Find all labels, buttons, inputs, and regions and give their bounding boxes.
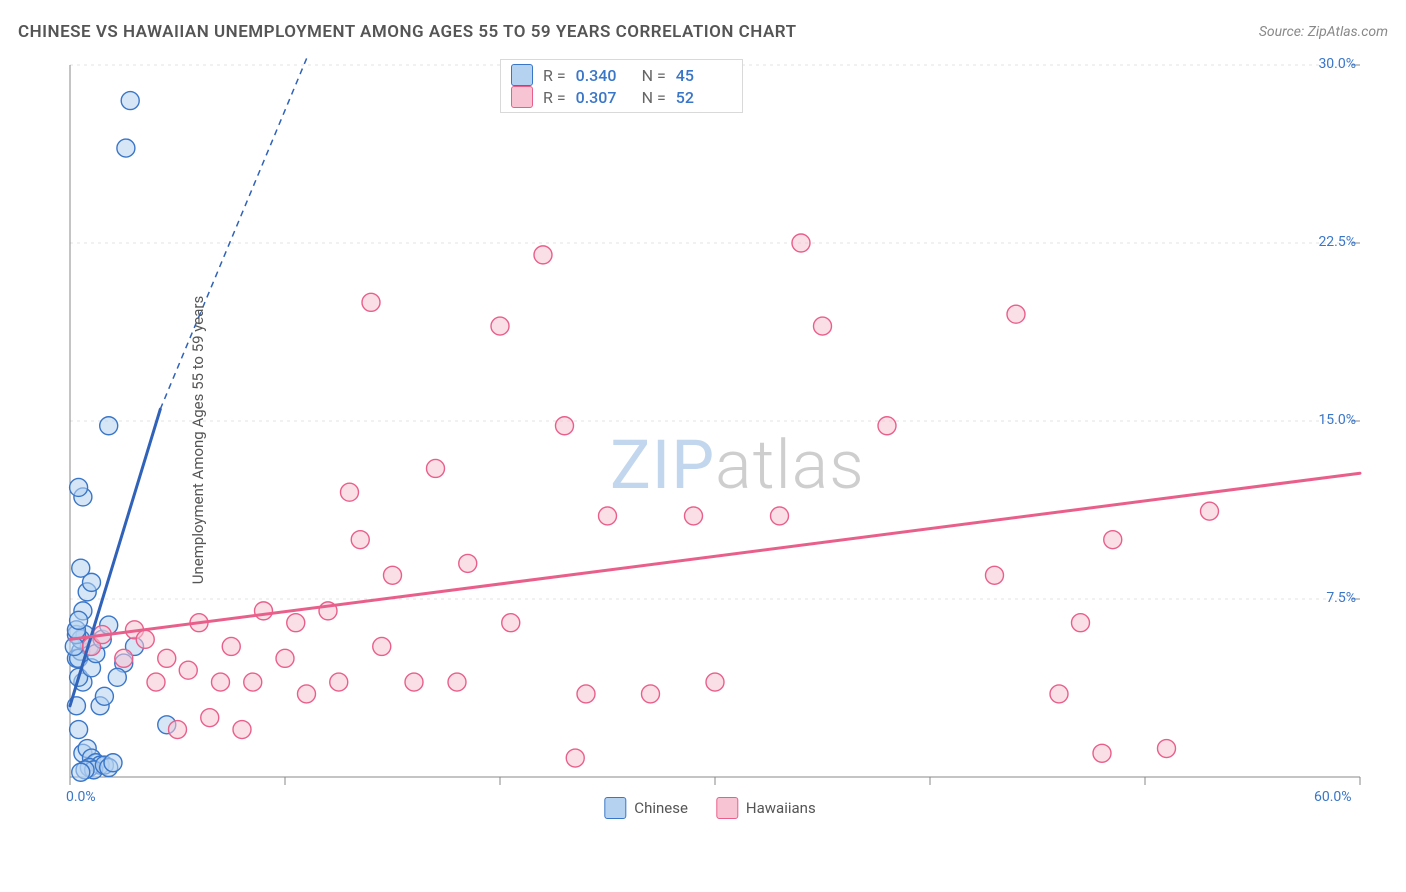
x-tick-label: 60.0% <box>1314 789 1352 805</box>
legend-swatch <box>511 64 533 86</box>
legend-r-value: 0.307 <box>576 88 632 107</box>
y-tick-label: 22.5% <box>1310 234 1356 250</box>
scatter-chart-svg <box>50 55 1370 825</box>
legend-corr-row: R = 0.340 N = 45 <box>511 64 732 86</box>
series-legend: Chinese Hawaiians <box>604 797 815 819</box>
y-tick-label: 30.0% <box>1310 56 1356 72</box>
chart-plot-area: Unemployment Among Ages 55 to 59 years Z… <box>50 55 1370 825</box>
correlation-legend: R = 0.340 N = 45 R = 0.307 N = 52 <box>500 59 743 113</box>
legend-corr-row: R = 0.307 N = 52 <box>511 86 732 108</box>
y-tick-label: 7.5% <box>1310 590 1356 606</box>
legend-swatch <box>604 797 626 819</box>
legend-swatch <box>716 797 738 819</box>
legend-r-label: R = <box>543 88 566 107</box>
legend-n-value: 45 <box>676 66 732 85</box>
legend-item-label: Chinese <box>634 799 688 817</box>
source-label: Source: ZipAtlas.com <box>1259 24 1388 40</box>
legend-item: Hawaiians <box>716 797 816 819</box>
y-tick-label: 15.0% <box>1310 412 1356 428</box>
legend-r-label: R = <box>543 66 566 85</box>
x-tick-label: 0.0% <box>66 789 96 805</box>
legend-item: Chinese <box>604 797 688 819</box>
legend-n-value: 52 <box>676 88 732 107</box>
legend-item-label: Hawaiians <box>746 799 816 817</box>
legend-n-label: N = <box>642 66 666 85</box>
legend-r-value: 0.340 <box>576 66 632 85</box>
legend-swatch <box>511 86 533 108</box>
legend-n-label: N = <box>642 88 666 107</box>
chart-title: CHINESE VS HAWAIIAN UNEMPLOYMENT AMONG A… <box>18 22 797 42</box>
y-axis-label: Unemployment Among Ages 55 to 59 years <box>189 296 207 584</box>
